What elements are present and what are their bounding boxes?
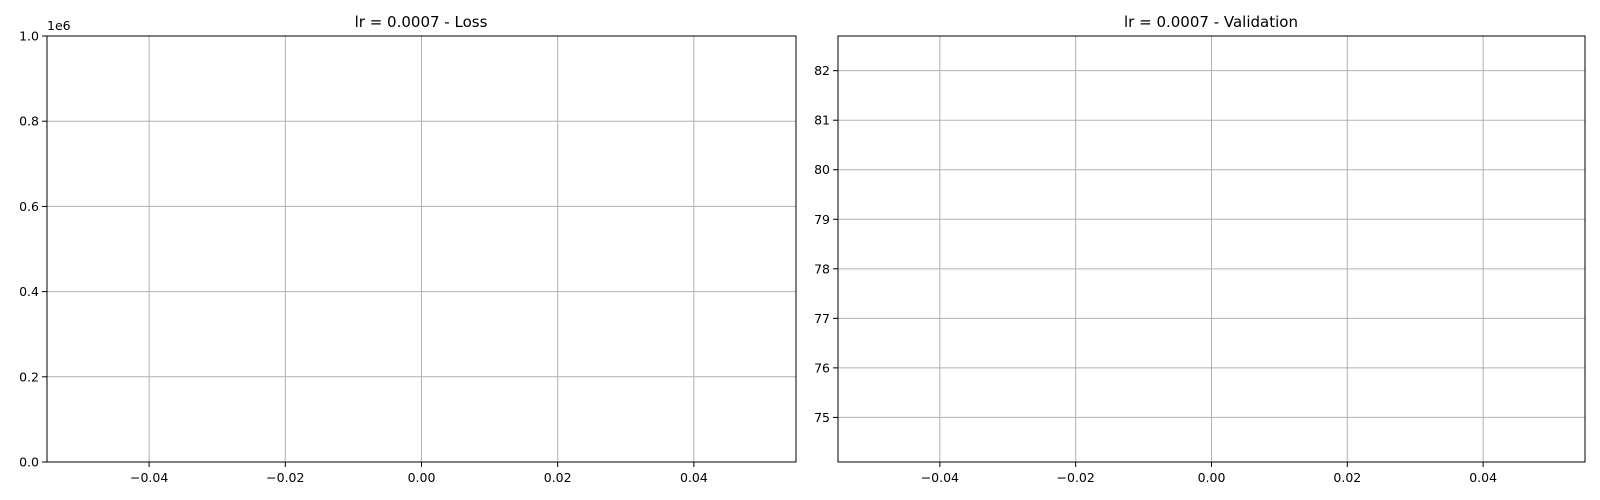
loss-y-tick-label: 0.2 (19, 369, 39, 384)
validation-plot-frame (837, 35, 1586, 463)
validation-panel: lr = 0.0007 - Validation −0.04 −0.02 0.00 0… (814, 13, 1586, 485)
loss-x-tick-label: −0.04 (130, 470, 168, 485)
loss-panel: lr = 0.0007 - Loss −0.04 −0.02 0.00 0.02 0.0… (19, 13, 797, 485)
loss-x-tick-label: −0.02 (266, 470, 304, 485)
validation-chart-title: lr = 0.0007 - Validation (1124, 13, 1298, 31)
validation-x-tick-label: 0.02 (1333, 470, 1361, 485)
validation-y-tick-label: 76 (814, 360, 830, 375)
loss-x-tick-label: 0.04 (680, 470, 708, 485)
validation-x-tick-label: 0.04 (1469, 470, 1497, 485)
validation-x-tick-label: −0.04 (921, 470, 959, 485)
loss-x-axis: −0.04 −0.02 0.00 0.02 0.04 (130, 462, 708, 485)
validation-y-tick-label: 75 (814, 410, 830, 425)
validation-y-tick-label: 80 (814, 162, 830, 177)
loss-y-axis: 0.0 0.2 0.4 0.6 0.8 1.0 (19, 29, 47, 470)
loss-y-tick-label: 0.0 (19, 455, 39, 470)
validation-y-tick-label: 82 (814, 63, 830, 78)
validation-x-tick-label: 0.00 (1198, 470, 1226, 485)
validation-x-tick-label: −0.02 (1057, 470, 1095, 485)
loss-y-tick-label: 0.8 (19, 114, 39, 129)
validation-grid (838, 36, 1585, 462)
validation-y-tick-label: 81 (814, 113, 830, 128)
loss-x-tick-label: 0.00 (408, 470, 436, 485)
validation-y-axis: 75 76 77 78 79 80 81 82 (814, 63, 838, 425)
loss-y-tick-label: 0.6 (19, 199, 39, 214)
loss-y-tick-label: 0.4 (19, 284, 39, 299)
loss-x-tick-label: 0.02 (544, 470, 572, 485)
validation-y-tick-label: 79 (814, 212, 830, 227)
loss-plot-frame (46, 35, 797, 463)
validation-y-tick-label: 78 (814, 261, 830, 276)
validation-y-tick-label: 77 (814, 311, 830, 326)
validation-x-axis: −0.04 −0.02 0.00 0.02 0.04 (921, 462, 1497, 485)
loss-y-offset-text: 1e6 (47, 18, 71, 33)
loss-y-tick-label: 1.0 (19, 29, 39, 44)
loss-chart-title: lr = 0.0007 - Loss (355, 13, 488, 31)
